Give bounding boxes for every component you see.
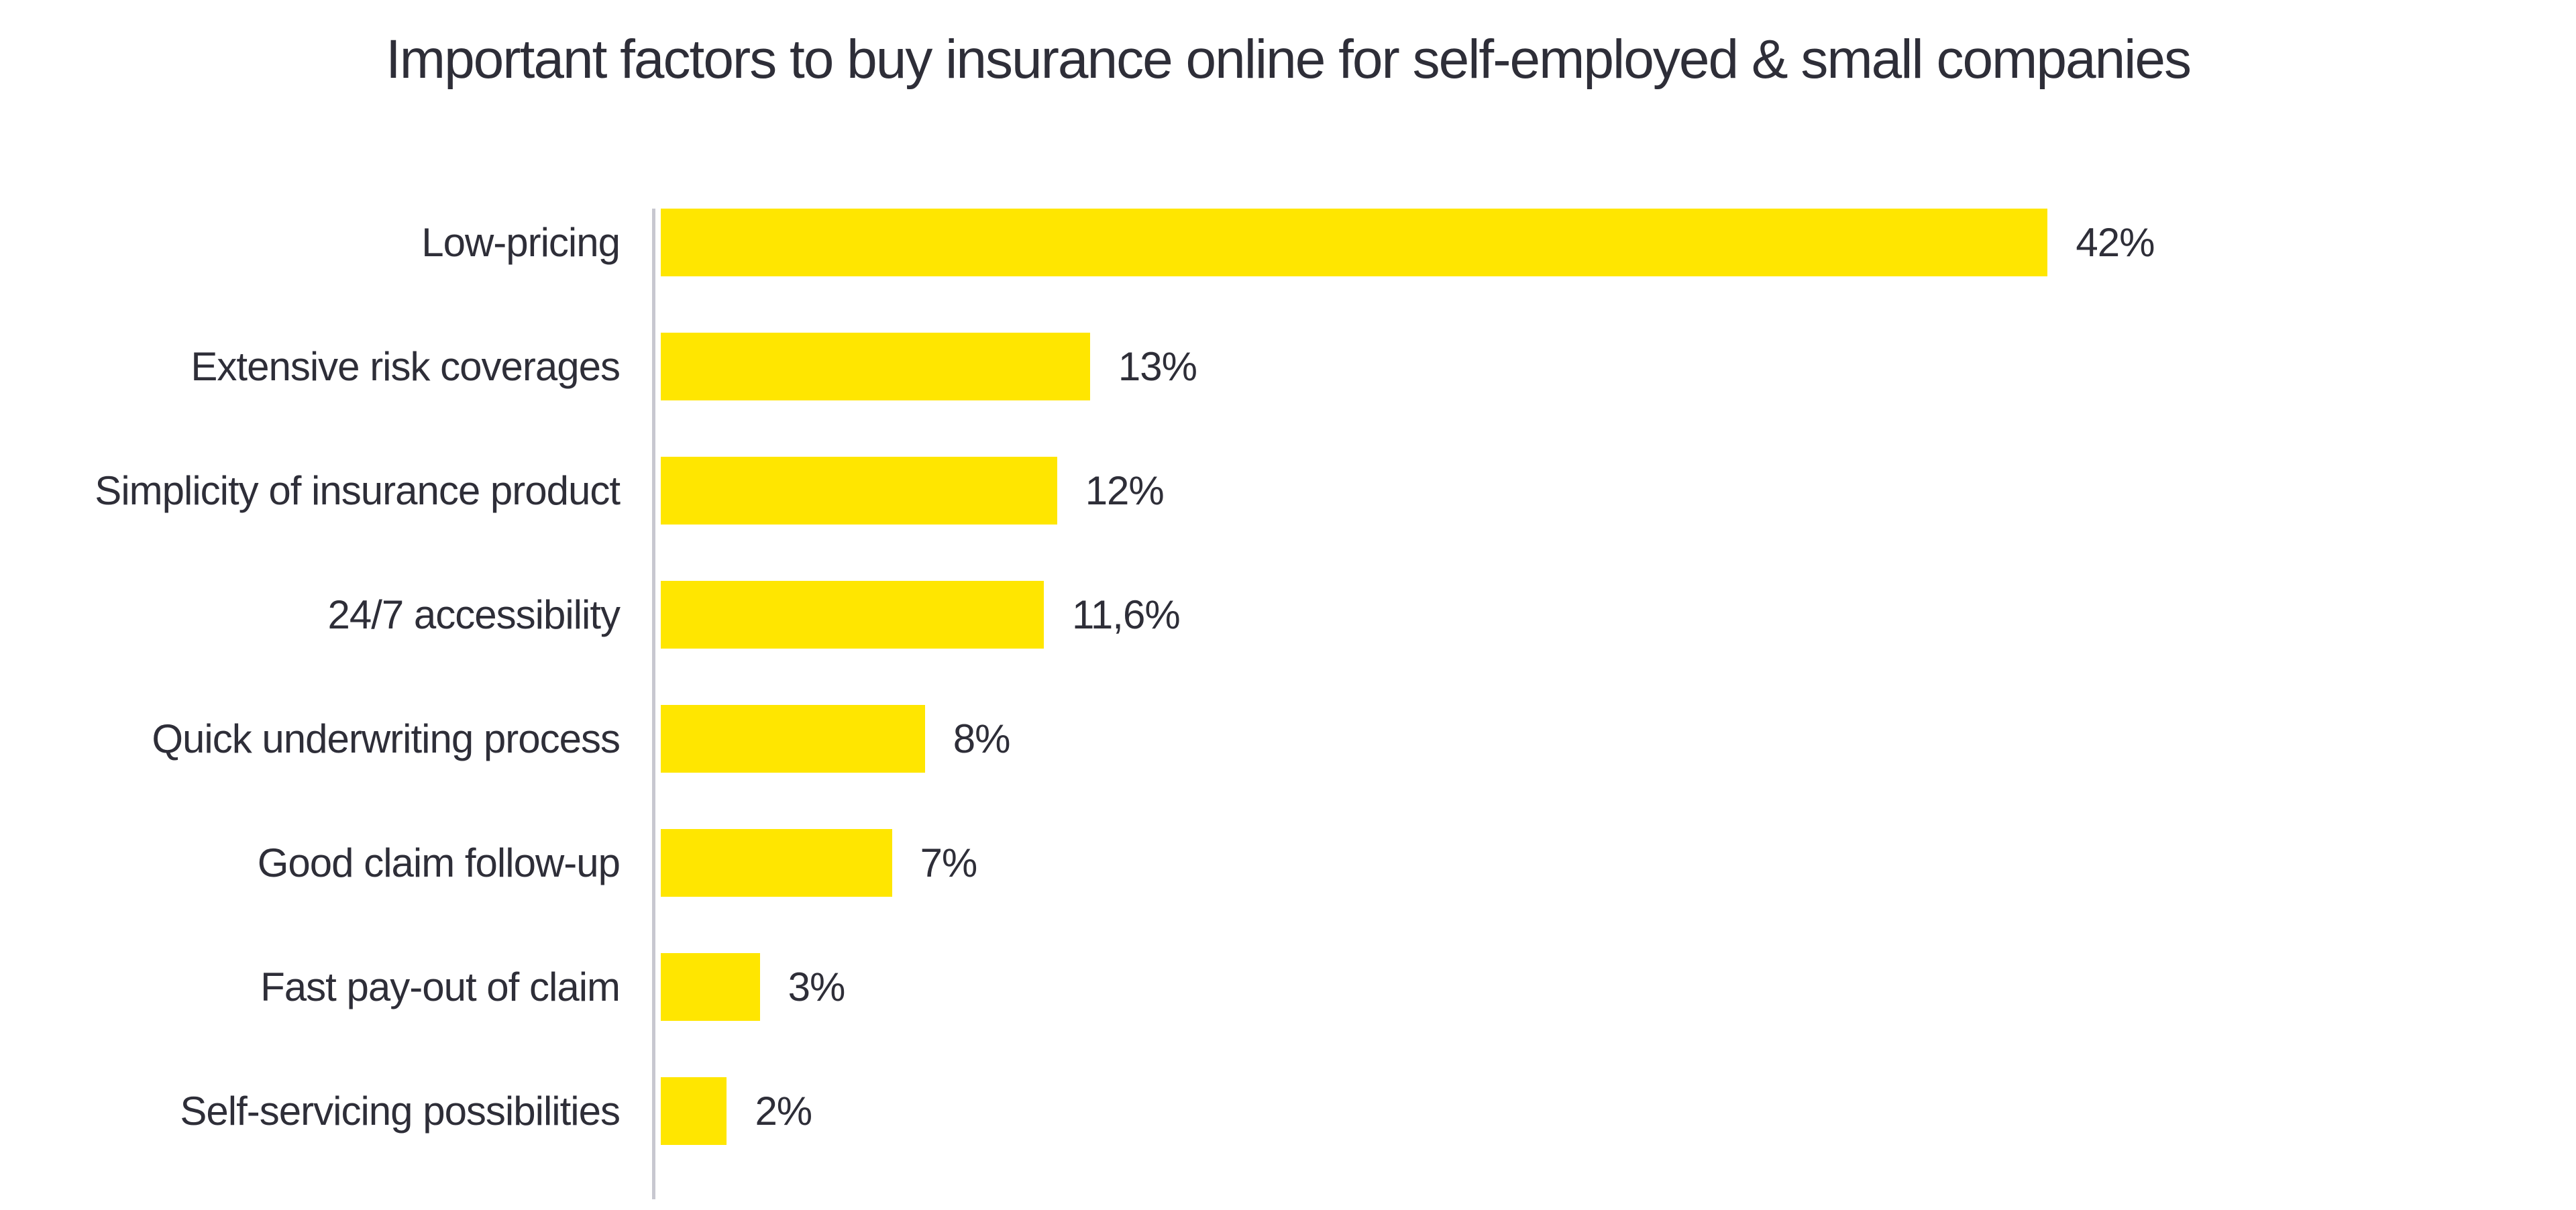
bar-cell: 2% (636, 1077, 2576, 1145)
bar (661, 829, 892, 897)
bar-cell: 12% (636, 457, 2576, 525)
bar-row: Simplicity of insurance product 12% (0, 429, 2576, 553)
bar (661, 705, 925, 773)
bar (661, 209, 2048, 276)
bar-row: Fast pay-out of claim 3% (0, 925, 2576, 1049)
bar (661, 953, 760, 1021)
category-label: Extensive risk coverages (191, 344, 621, 389)
value-label: 8% (953, 716, 1011, 761)
bar-cell: 3% (636, 953, 2576, 1021)
category-label: Quick underwriting process (152, 716, 621, 761)
bar-rows: Low-pricing 42% Extensive risk coverages… (0, 180, 2576, 1173)
chart-title: Important factors to buy insurance onlin… (385, 29, 2192, 90)
bar-cell: 8% (636, 705, 2576, 773)
value-label: 42% (2076, 220, 2155, 265)
value-label: 13% (1118, 344, 1197, 389)
category-label: 24/7 accessibility (327, 592, 621, 637)
bar (661, 581, 1044, 649)
bar-row: 24/7 accessibility 11,6% (0, 553, 2576, 677)
bar-cell: 7% (636, 829, 2576, 897)
bar-row: Good claim follow-up 7% (0, 801, 2576, 925)
bar-row: Extensive risk coverages 13% (0, 305, 2576, 429)
bar (661, 1077, 727, 1145)
value-label: 11,6% (1072, 592, 1181, 637)
category-label: Fast pay-out of claim (260, 965, 621, 1009)
value-label: 7% (920, 840, 978, 885)
bar-cell: 11,6% (636, 581, 2576, 649)
category-label: Simplicity of insurance product (95, 468, 621, 513)
bar (661, 457, 1057, 525)
bar-cell: 42% (636, 209, 2576, 276)
value-label: 2% (755, 1089, 812, 1134)
bar-row: Self-servicing possibilities 2% (0, 1049, 2576, 1173)
category-label: Low-pricing (421, 220, 621, 265)
bar-chart: Low-pricing 42% Extensive risk coverages… (0, 180, 2576, 1199)
category-label: Good claim follow-up (257, 840, 621, 885)
value-label: 3% (788, 965, 846, 1009)
category-label: Self-servicing possibilities (180, 1089, 621, 1134)
bar (661, 333, 1090, 400)
bar-cell: 13% (636, 333, 2576, 400)
y-axis-line (652, 209, 655, 1199)
bar-row: Quick underwriting process 8% (0, 677, 2576, 801)
bar-row: Low-pricing 42% (0, 180, 2576, 305)
value-label: 12% (1085, 468, 1165, 513)
